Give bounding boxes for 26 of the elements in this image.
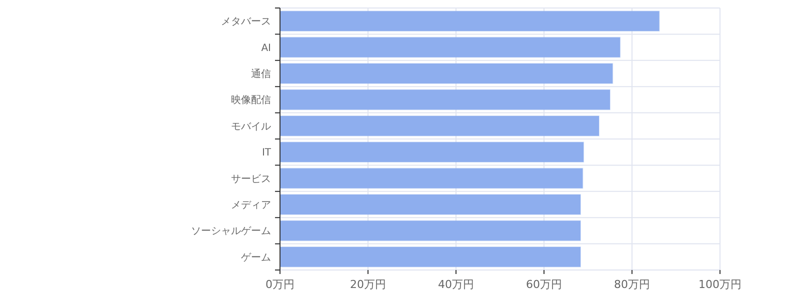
bar [280, 194, 582, 215]
y-tick-label: AI [261, 42, 271, 54]
bar [280, 168, 584, 189]
x-tick-label: 40万円 [438, 278, 474, 291]
y-tick-label: ゲーム [241, 252, 271, 264]
y-tick-label: IT [262, 148, 272, 159]
y-tick-label: メディア [231, 200, 271, 211]
bar [280, 115, 600, 136]
x-tick-label: 20万円 [350, 278, 386, 291]
bar [280, 36, 621, 58]
y-tick-label: 通信 [251, 68, 271, 80]
bar [280, 10, 660, 32]
bar [280, 142, 584, 163]
y-tick-label: ソーシャルゲーム [191, 226, 271, 238]
x-tick-label: 0万円 [266, 278, 294, 291]
bar [280, 246, 582, 268]
y-tick-label: サービス [231, 174, 271, 185]
bar [280, 63, 614, 84]
x-tick-label: 80万円 [614, 278, 650, 291]
y-tick-label: 映像配信 [231, 94, 271, 106]
x-tick-label: 60万円 [526, 278, 562, 291]
bar [280, 220, 582, 242]
y-tick-label: メタバース [221, 16, 271, 28]
x-tick-label: 100万円 [698, 278, 742, 291]
y-tick-label: モバイル [231, 121, 271, 132]
bar [280, 89, 610, 110]
